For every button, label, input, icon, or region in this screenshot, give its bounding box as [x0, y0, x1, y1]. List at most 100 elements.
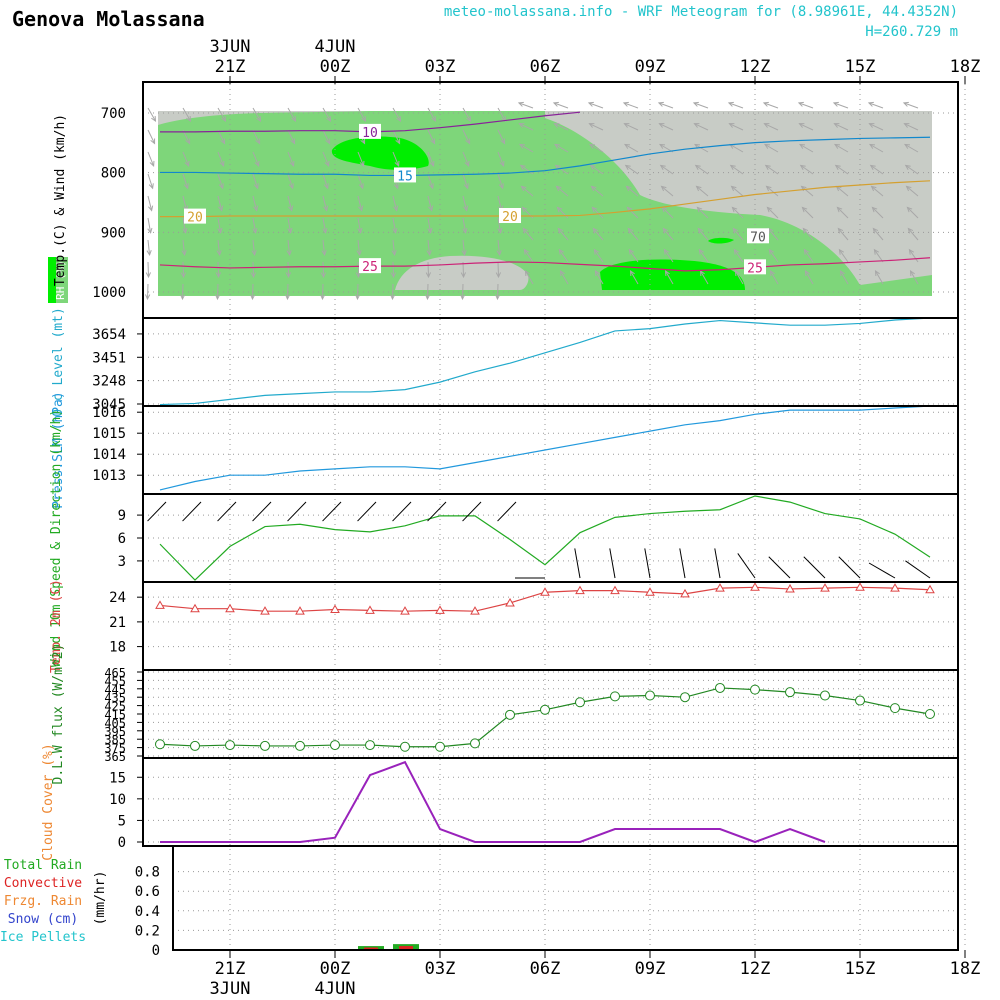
wind-barb [593, 249, 604, 263]
wind-barb-head [359, 160, 365, 167]
y-tick-label: 455 [104, 674, 126, 688]
wind-barb [659, 123, 674, 131]
y-tick-label: 3248 [92, 374, 126, 390]
wind10m-ylabel: Wind 10m Speed & Direction (km/h) [49, 409, 64, 667]
wind-barb-head [428, 183, 434, 190]
wind-barb [662, 228, 674, 241]
wind-barb-head [870, 185, 877, 192]
wind-barb [908, 249, 919, 263]
wind-barb [217, 217, 222, 233]
y-tick-label: 9 [118, 508, 126, 524]
wind-barb-head [391, 250, 397, 257]
wind-barb-head [907, 227, 914, 234]
wind-barb-head [320, 294, 326, 301]
wind-barb [660, 164, 674, 175]
wind-barb-head [361, 115, 367, 122]
wind-direction-arrow [497, 501, 517, 522]
wind-barb [252, 173, 259, 189]
temp-point [750, 582, 760, 591]
wind-barb-head [462, 227, 468, 234]
y-tick-label: 6 [118, 531, 126, 547]
time-label-top: 18Z [950, 57, 981, 77]
y-tick-label: 0.2 [135, 923, 160, 939]
wind-barb-head [393, 205, 399, 212]
isotherm-label-bg [359, 258, 381, 274]
wind-barb [497, 151, 505, 167]
panel-frame-temp2m [142, 581, 959, 671]
wind-barb-head [186, 115, 192, 122]
wind-barb-head [627, 227, 634, 234]
wind-barb [803, 249, 814, 263]
time-label-bottom: 09Z [635, 959, 666, 979]
wind-barb [872, 228, 884, 241]
dlw-point [400, 741, 410, 752]
wind-barb-head [393, 183, 399, 190]
wind-barb [553, 102, 569, 109]
dlw-point [155, 739, 165, 750]
y-tick-label: 1013 [92, 468, 126, 484]
rain-convective-bar [364, 947, 378, 950]
wind-barb [147, 195, 153, 211]
wind-barb [252, 195, 258, 211]
dlw-point [190, 740, 200, 751]
wind-barb-head [733, 248, 740, 255]
wind-barb-head [287, 227, 293, 234]
wind-barb-head [902, 101, 909, 107]
wind-barb-head [659, 143, 666, 149]
wind-barb [392, 129, 401, 144]
wind-barb [907, 207, 919, 219]
wind-direction-arrow [803, 556, 826, 579]
wind-barb [322, 151, 330, 167]
wind-barb [626, 185, 639, 197]
wind-barb-head [495, 294, 501, 301]
wind-barb [766, 185, 779, 197]
wind-barb [731, 185, 744, 197]
wind-barb [519, 144, 534, 153]
rain-legend-item: Frzg. Rain [4, 894, 82, 909]
wind-barb-head [495, 272, 501, 279]
y-tick-label: 0.6 [135, 884, 160, 900]
wind-barb-head [628, 248, 635, 255]
wind-barb [462, 129, 471, 144]
wind10m-series-line [159, 495, 931, 581]
y-tick-label: 405 [104, 716, 126, 730]
wind-barb [147, 239, 151, 255]
wind-barb-head [151, 115, 157, 122]
wind-barb [873, 249, 884, 263]
wind-barb-head [834, 143, 841, 149]
wind-barb-head [695, 185, 702, 192]
y-tick-label: 1000 [92, 285, 126, 301]
wind-barb-head [697, 227, 704, 234]
wind-barb [733, 249, 744, 263]
wind-direction-arrow [427, 501, 447, 522]
wind-barb-head [181, 250, 187, 257]
wind-barb [392, 107, 401, 122]
wind-barb-head [218, 205, 224, 212]
plot-backgrounds [48, 111, 932, 303]
time-label-bottom: 21Z [215, 959, 246, 979]
wind-barb-head [657, 101, 664, 107]
wind-barb-head [659, 164, 666, 171]
wind-barb-head [500, 138, 506, 145]
wind-barb-head [250, 272, 256, 279]
wind-barb [693, 102, 709, 109]
wind-barb [147, 129, 156, 144]
wind-barb [357, 107, 366, 122]
y-tick-label: 3 [118, 554, 126, 570]
wind-barb-head [520, 185, 527, 192]
wind-barb-head [360, 138, 366, 145]
wind-barb-head [762, 101, 769, 107]
wind-barb [875, 270, 884, 285]
wind-barb [905, 164, 919, 175]
wind-barb-head [839, 270, 845, 277]
wind-barb-head [321, 250, 327, 257]
wind-barb [694, 123, 709, 131]
wind-barb-head [392, 227, 398, 234]
y-tick-label: 900 [101, 225, 126, 241]
wind-barb-head [219, 160, 225, 167]
y-tick-label: 445 [104, 683, 126, 697]
wind-barb-head [216, 250, 222, 257]
wind-barb-head [149, 160, 155, 167]
temp-point [610, 585, 620, 595]
freezing_level-ylabel: 0 c Level (mt) [51, 307, 66, 417]
